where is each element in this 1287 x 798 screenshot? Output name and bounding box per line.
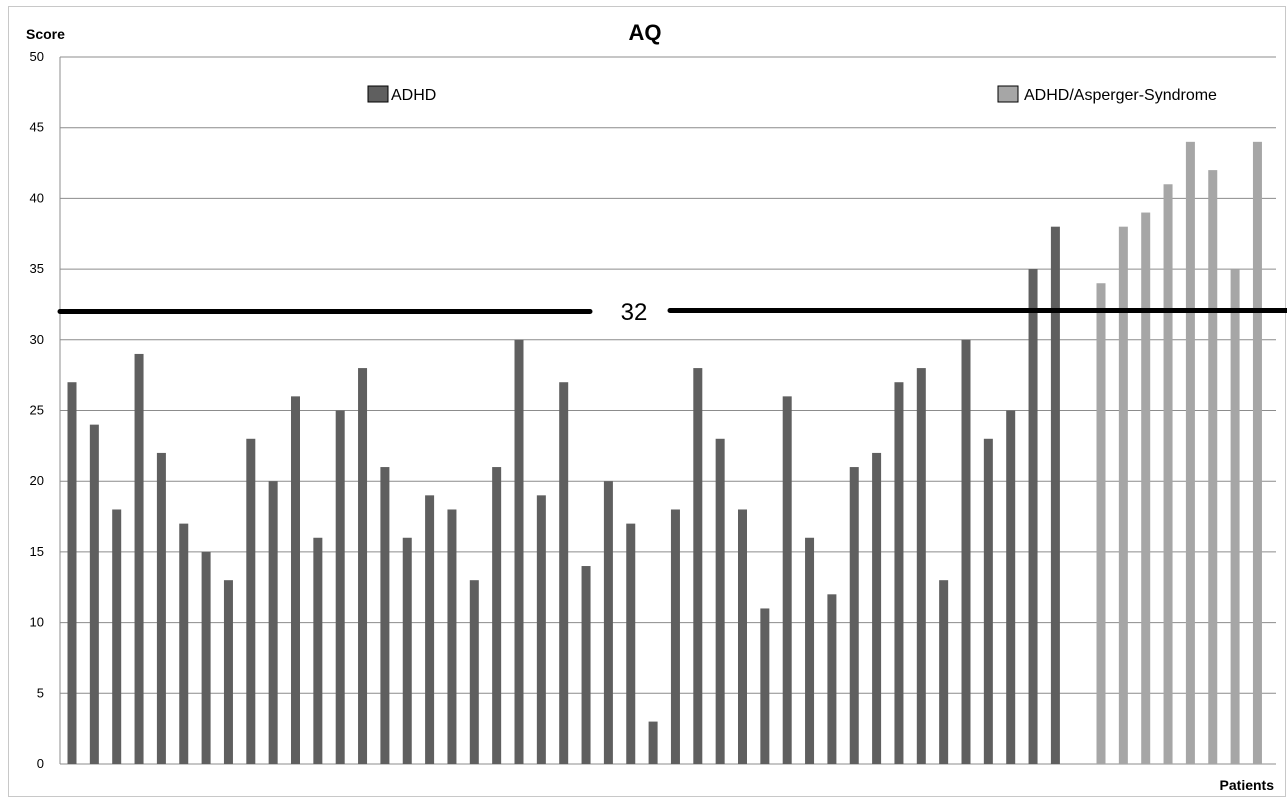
bar-adhd-asperger xyxy=(1185,141,1195,765)
chart-title: AQ xyxy=(629,20,662,45)
legend: ADHD ADHD/Asperger-Syndrome xyxy=(367,85,1217,104)
bar-adhd-asperger xyxy=(1118,226,1128,764)
bar-adhd-asperger xyxy=(1208,170,1218,764)
bar-adhd xyxy=(156,452,166,764)
gridlines xyxy=(59,56,1276,765)
y-tick-label: 45 xyxy=(30,120,44,135)
bar-adhd xyxy=(805,537,815,764)
bar-adhd xyxy=(268,481,278,764)
y-axis-title: Score xyxy=(26,26,65,42)
bar-adhd xyxy=(559,382,569,764)
y-tick-label: 50 xyxy=(30,49,44,64)
bar-adhd xyxy=(179,523,189,764)
y-tick-label: 15 xyxy=(30,544,44,559)
bar-adhd xyxy=(715,438,725,764)
bar-adhd xyxy=(1028,269,1038,764)
y-tick-label: 5 xyxy=(37,685,44,700)
bar-adhd xyxy=(738,509,747,764)
bar-adhd-asperger xyxy=(1163,184,1173,764)
x-axis-title: Patients xyxy=(1220,777,1275,793)
bar-adhd xyxy=(648,721,658,764)
bar-adhd xyxy=(514,339,524,764)
y-tick-label: 10 xyxy=(30,615,44,630)
bar-adhd xyxy=(916,368,926,764)
bar-adhd xyxy=(67,382,77,764)
bar-adhd xyxy=(849,467,859,764)
bar-adhd xyxy=(872,452,882,764)
legend-swatch-adhd xyxy=(367,85,389,103)
bar-adhd xyxy=(782,396,792,764)
bar-adhd xyxy=(112,509,122,764)
legend-label-adhd-asperger: ADHD/Asperger-Syndrome xyxy=(1024,87,1217,104)
bar-adhd xyxy=(223,580,233,764)
bar-adhd xyxy=(827,594,837,764)
bar-adhd xyxy=(670,509,680,764)
bar-adhd xyxy=(1006,410,1016,764)
legend-swatch-adhd-asperger xyxy=(997,85,1019,103)
bar-adhd-asperger xyxy=(1252,141,1262,765)
y-axis-ticks: 0 5 10 15 20 25 30 35 40 45 50 xyxy=(30,49,44,771)
bar-adhd xyxy=(939,580,949,764)
bar-adhd xyxy=(536,495,546,764)
bar-adhd xyxy=(313,537,323,764)
bar-adhd xyxy=(291,396,300,764)
bar-adhd xyxy=(201,551,211,764)
bar-adhd xyxy=(246,438,256,764)
bar-adhd xyxy=(89,424,99,764)
threshold-label: 32 xyxy=(621,299,648,326)
bars xyxy=(67,141,1262,765)
y-tick-label: 25 xyxy=(30,403,44,418)
bar-adhd xyxy=(447,509,457,764)
bar-adhd xyxy=(626,523,636,764)
bar-adhd-asperger xyxy=(1141,212,1151,765)
y-tick-label: 20 xyxy=(30,473,44,488)
bar-adhd xyxy=(1050,226,1060,764)
y-tick-label: 30 xyxy=(30,332,44,347)
bar-adhd xyxy=(492,467,502,764)
bar-adhd xyxy=(581,566,591,764)
bar-adhd-asperger xyxy=(1230,269,1240,764)
bar-adhd xyxy=(469,580,479,764)
y-tick-label: 35 xyxy=(30,261,44,276)
bar-adhd xyxy=(961,339,971,764)
threshold-line xyxy=(57,308,1287,315)
bar-adhd xyxy=(335,410,345,764)
y-tick-label: 40 xyxy=(30,190,44,205)
bar-adhd-asperger xyxy=(1096,283,1106,764)
bar-adhd xyxy=(402,537,412,764)
chart-frame xyxy=(8,6,1286,797)
legend-label-adhd: ADHD xyxy=(391,87,436,104)
bar-adhd xyxy=(894,382,904,764)
bar-adhd xyxy=(380,467,390,764)
y-tick-label: 0 xyxy=(37,756,44,771)
bar-adhd xyxy=(425,495,435,764)
bar-adhd xyxy=(983,438,993,764)
bar-adhd xyxy=(693,368,703,764)
bar-adhd xyxy=(603,481,613,764)
bar-adhd xyxy=(358,368,368,764)
bar-adhd xyxy=(134,353,144,764)
bar-adhd xyxy=(760,608,770,764)
